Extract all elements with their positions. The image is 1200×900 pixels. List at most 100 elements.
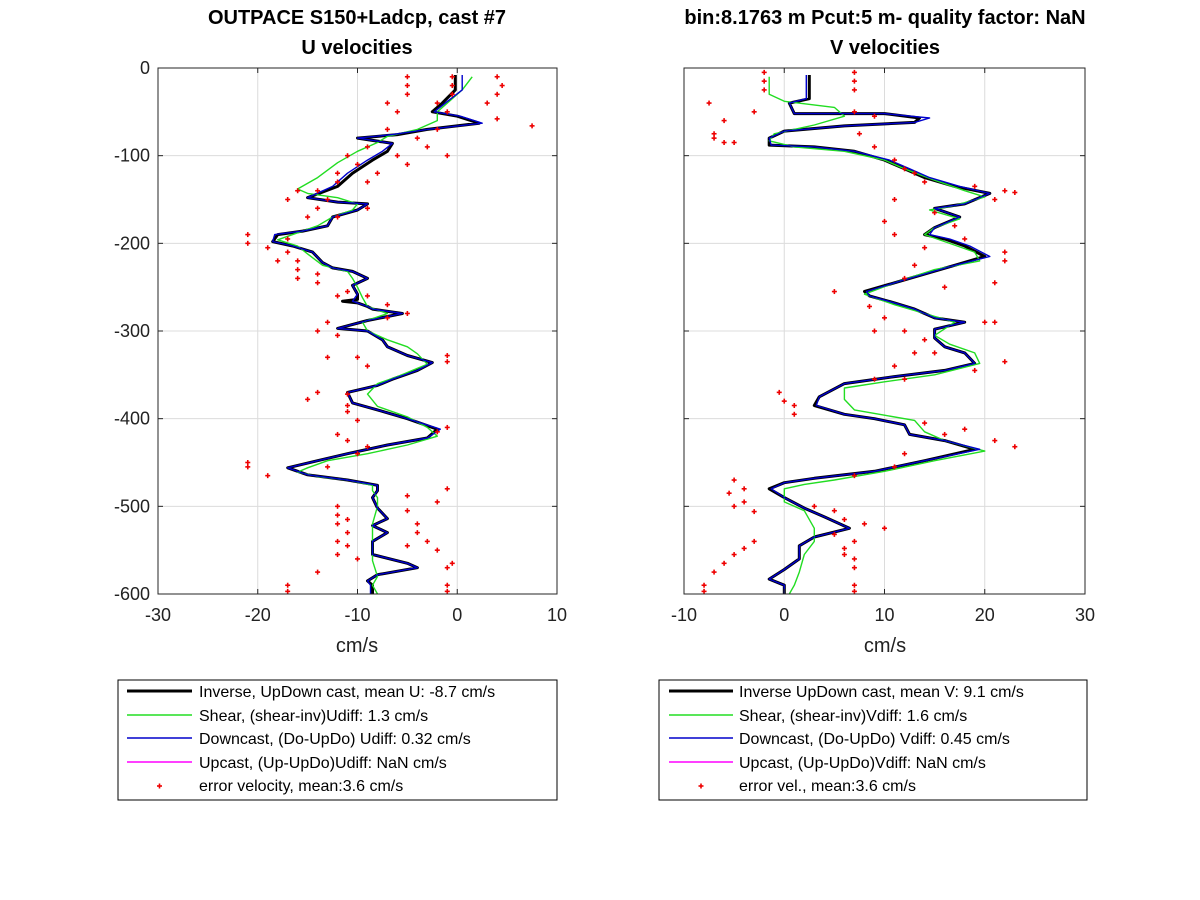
left-error-velocity-point (265, 245, 271, 251)
right-error-vel-point (851, 565, 857, 571)
left-legend-upcast-label: Upcast, (Up-UpDo)Udiff: NaN cm/s (199, 755, 447, 772)
left-error-velocity-point (315, 280, 321, 286)
right-error-vel-point (781, 398, 787, 404)
left-error-velocity-point (449, 560, 455, 566)
right-error-vel-point (851, 78, 857, 84)
right-error-vel-point (892, 157, 898, 163)
right-error-vel-point (851, 87, 857, 93)
left-error-velocity-point (345, 438, 351, 444)
left-error-velocity-point (404, 543, 410, 549)
left-chart-subtitle: U velocities (301, 37, 412, 59)
right-error-vel-point (972, 183, 978, 189)
left-error-velocity-point (434, 429, 440, 435)
right-error-vel-point (892, 464, 898, 470)
right-error-vel-point (912, 350, 918, 356)
right-error-vel-point (831, 531, 837, 537)
right-error-vel-point (982, 319, 988, 325)
left-error-velocity-point (434, 499, 440, 505)
right-error-vel-point (992, 438, 998, 444)
left-error-velocity-point (529, 123, 535, 129)
left-error-velocity-point (355, 451, 360, 457)
right-error-vel-point (932, 210, 938, 216)
right-x-tick-label-0: -10 (671, 605, 697, 625)
left-error-velocity-point (414, 135, 420, 141)
left-error-velocity-point (374, 170, 380, 176)
left-error-velocity-point (335, 503, 341, 509)
left-error-velocity-point (345, 403, 351, 409)
left-error-velocity-point (285, 249, 291, 255)
left-y-tick-label-1: -100 (114, 146, 150, 166)
left-error-velocity-point (325, 197, 331, 202)
left-error-velocity-point (315, 328, 321, 334)
right-error-vel-point (882, 315, 887, 321)
right-error-vel-point (1012, 189, 1018, 195)
left-error-velocity-point (414, 521, 420, 527)
right-error-vel-point (741, 499, 747, 505)
left-error-velocity-point (355, 161, 360, 167)
left-error-velocity-point (335, 179, 341, 185)
right-error-vel-point (932, 350, 938, 356)
right-error-vel-point (942, 284, 948, 290)
left-error-velocity-point (285, 588, 291, 594)
left-legend-error-label: error velocity, mean:3.6 cm/s (199, 778, 403, 795)
right-error-vel-point (851, 473, 857, 479)
left-error-velocity-point (364, 444, 370, 450)
right-error-vel-point (962, 236, 968, 242)
right-legend-inverse-label: Inverse UpDown cast, mean V: 9.1 cm/s (739, 684, 1024, 701)
left-error-velocity-point (404, 161, 410, 167)
right-error-vel-point (871, 376, 877, 382)
left-error-velocity-point (355, 354, 360, 360)
right-legend-error-label: error vel., mean:3.6 cm/s (739, 778, 916, 795)
left-error-velocity-point (404, 91, 410, 97)
right-error-vel-point (892, 197, 898, 202)
right-error-vel-point (866, 303, 872, 309)
left-error-velocity-point (484, 100, 490, 106)
right-chart-title: bin:8.1763 m Pcut:5 m- quality factor: N… (684, 7, 1085, 29)
left-error-velocity-point (305, 396, 311, 402)
left-error-velocity-point (315, 205, 321, 211)
left-y-tick-label-5: -500 (114, 496, 150, 516)
left-chart-title: OUTPACE S150+Ladcp, cast #7 (208, 7, 506, 29)
right-error-vel-point (902, 275, 908, 281)
right-error-vel-point (856, 131, 862, 137)
right-error-vel-point (751, 509, 757, 515)
right-error-vel-point (701, 588, 707, 594)
right-error-vel-point (912, 170, 918, 176)
right-error-vel-point (831, 289, 837, 295)
left-error-velocity-point (444, 153, 450, 159)
left-error-velocity-point (499, 83, 505, 89)
right-error-vel-point (922, 420, 928, 426)
left-error-velocity-point (384, 100, 390, 106)
left-error-velocity-point (494, 116, 500, 122)
left-error-velocity-point (245, 464, 251, 470)
right-error-vel-point (882, 218, 887, 224)
left-error-velocity-point (494, 74, 500, 80)
right-error-vel-point (902, 328, 908, 334)
right-error-vel-point (706, 100, 712, 106)
left-error-velocity-point (335, 431, 341, 437)
right-error-vel-point (892, 363, 898, 369)
right-error-vel-point (1002, 359, 1008, 365)
left-error-velocity-point (345, 289, 351, 295)
left-error-velocity-point (404, 493, 410, 499)
right-error-vel-point (851, 582, 857, 588)
right-error-vel-point (751, 538, 757, 544)
left-error-velocity-point (355, 417, 360, 423)
left-error-velocity-point (449, 91, 455, 97)
left-error-velocity-point (335, 552, 341, 558)
right-error-vel-point (902, 376, 908, 382)
left-error-velocity-point (335, 512, 341, 518)
right-error-vel-point (726, 490, 732, 496)
right-error-vel-point (731, 477, 737, 483)
left-error-velocity-point (345, 516, 351, 522)
right-x-axis-label: cm/s (864, 635, 906, 657)
left-x-tick-label-1: -20 (245, 605, 271, 625)
left-legend-error-swatch (157, 783, 162, 789)
left-error-velocity-point (335, 214, 341, 220)
left-y-tick-label-4: -400 (114, 409, 150, 429)
left-error-velocity-point (404, 83, 410, 89)
left-error-velocity-point (394, 109, 400, 115)
right-error-vel-point (761, 78, 767, 84)
